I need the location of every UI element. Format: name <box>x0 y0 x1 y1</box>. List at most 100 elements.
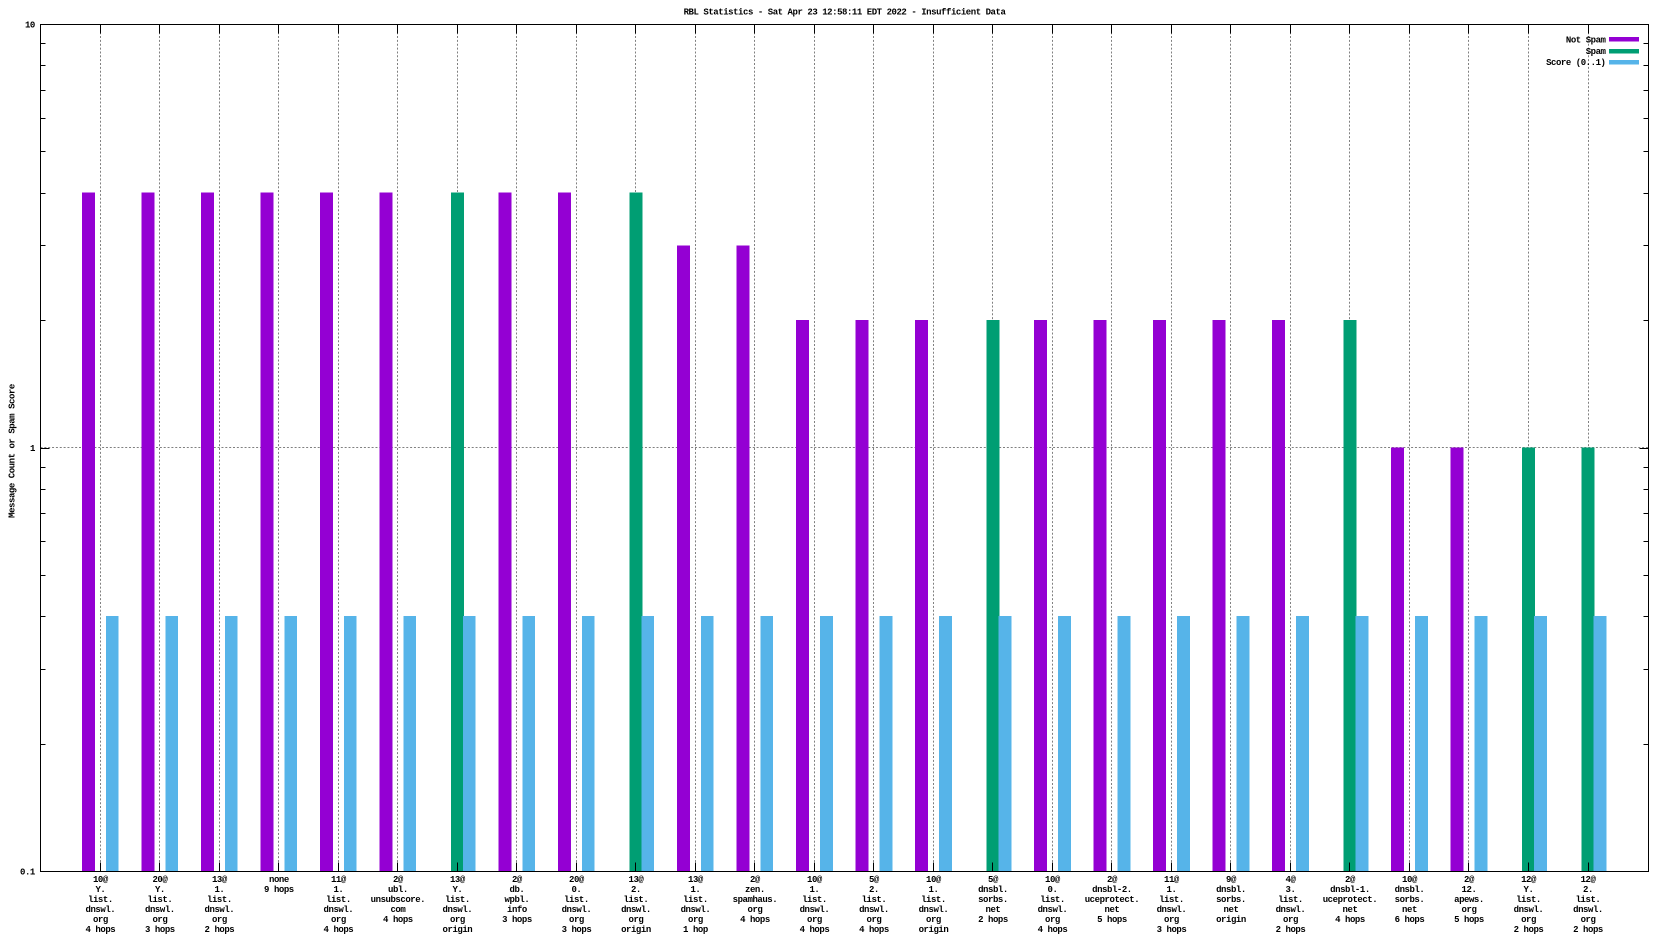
svg-text:list.: list. <box>1159 895 1184 905</box>
svg-text:10@: 10@ <box>1045 875 1061 885</box>
svg-text:sorbs.: sorbs. <box>1395 895 1425 905</box>
svg-text:3 hops: 3 hops <box>1157 925 1187 935</box>
svg-text:org: org <box>748 905 763 915</box>
svg-text:Y.: Y. <box>155 885 165 895</box>
svg-text:origin: origin <box>919 925 949 935</box>
svg-text:net: net <box>1402 905 1417 915</box>
svg-text:zen.: zen. <box>745 885 765 895</box>
svg-text:org: org <box>1164 915 1179 925</box>
svg-text:apews.: apews. <box>1454 895 1484 905</box>
svg-text:spamhaus.: spamhaus. <box>733 895 778 905</box>
svg-text:dnswl.: dnswl. <box>205 905 235 915</box>
svg-text:5 hops: 5 hops <box>1454 915 1484 925</box>
svg-text:5@: 5@ <box>869 875 880 885</box>
svg-text:20@: 20@ <box>152 875 168 885</box>
svg-text:list.: list. <box>148 895 173 905</box>
svg-text:org: org <box>569 915 584 925</box>
svg-text:sorbs.: sorbs. <box>978 895 1008 905</box>
svg-text:org: org <box>1521 915 1536 925</box>
svg-text:dnswl.: dnswl. <box>800 905 830 915</box>
svg-text:4 hops: 4 hops <box>324 925 354 935</box>
svg-text:dnswl.: dnswl. <box>443 905 473 915</box>
svg-text:org: org <box>867 915 882 925</box>
svg-text:dnsbl.: dnsbl. <box>1216 885 1246 895</box>
svg-text:3.: 3. <box>1286 885 1296 895</box>
svg-text:1.: 1. <box>809 885 819 895</box>
svg-text:4@: 4@ <box>1286 875 1297 885</box>
svg-text:dnswl.: dnswl. <box>919 905 949 915</box>
svg-text:12@: 12@ <box>1521 875 1537 885</box>
svg-text:Spam: Spam <box>1586 47 1607 57</box>
svg-text:Message Count or Spam Score: Message Count or Spam Score <box>8 384 18 518</box>
svg-text:13@: 13@ <box>450 875 466 885</box>
svg-text:dnsbl.: dnsbl. <box>1395 885 1425 895</box>
svg-text:RBL Statistics - Sat Apr 23 12: RBL Statistics - Sat Apr 23 12:58:11 EDT… <box>684 8 1007 18</box>
svg-text:org: org <box>93 915 108 925</box>
svg-text:net: net <box>986 905 1001 915</box>
svg-text:1.: 1. <box>214 885 224 895</box>
svg-text:dnswl.: dnswl. <box>1573 905 1603 915</box>
svg-text:origin: origin <box>443 925 473 935</box>
svg-text:dnsbl.: dnsbl. <box>978 885 1008 895</box>
svg-text:origin: origin <box>621 925 651 935</box>
svg-text:list.: list. <box>207 895 232 905</box>
svg-text:org: org <box>1581 915 1596 925</box>
svg-text:net: net <box>1105 905 1120 915</box>
svg-text:Not Spam: Not Spam <box>1566 36 1607 46</box>
svg-text:Y.: Y. <box>1524 885 1534 895</box>
svg-text:2 hops: 2 hops <box>978 915 1008 925</box>
svg-text:dnswl.: dnswl. <box>1276 905 1306 915</box>
svg-text:org: org <box>1045 915 1060 925</box>
svg-text:2@: 2@ <box>1345 875 1356 885</box>
svg-text:list.: list. <box>1278 895 1303 905</box>
svg-text:net: net <box>1224 905 1239 915</box>
svg-text:com: com <box>390 905 406 915</box>
svg-text:Score (0..1): Score (0..1) <box>1546 58 1605 68</box>
svg-text:13@: 13@ <box>212 875 228 885</box>
svg-text:20@: 20@ <box>569 875 585 885</box>
svg-text:dnswl.: dnswl. <box>859 905 889 915</box>
svg-text:dnswl.: dnswl. <box>562 905 592 915</box>
svg-text:4 hops: 4 hops <box>859 925 889 935</box>
svg-text:org: org <box>152 915 167 925</box>
svg-text:none: none <box>269 875 289 885</box>
svg-text:2@: 2@ <box>750 875 761 885</box>
svg-text:info: info <box>507 905 527 915</box>
svg-text:dnswl.: dnswl. <box>621 905 651 915</box>
svg-text:13@: 13@ <box>688 875 704 885</box>
svg-text:list.: list. <box>683 895 708 905</box>
svg-text:org: org <box>331 915 346 925</box>
svg-text:org: org <box>926 915 941 925</box>
svg-text:10: 10 <box>25 21 35 31</box>
svg-text:list.: list. <box>862 895 887 905</box>
svg-text:3 hops: 3 hops <box>502 915 532 925</box>
svg-text:uceprotect.: uceprotect. <box>1085 895 1139 905</box>
svg-text:org: org <box>1462 905 1477 915</box>
svg-text:12@: 12@ <box>1581 875 1597 885</box>
svg-text:net: net <box>1343 905 1358 915</box>
svg-text:0.: 0. <box>1048 885 1058 895</box>
svg-text:org: org <box>212 915 227 925</box>
svg-text:4 hops: 4 hops <box>740 915 770 925</box>
svg-text:2@: 2@ <box>393 875 404 885</box>
svg-text:list.: list. <box>802 895 827 905</box>
svg-text:org: org <box>629 915 644 925</box>
svg-text:4 hops: 4 hops <box>1335 915 1365 925</box>
svg-text:1.: 1. <box>690 885 700 895</box>
svg-text:dnswl.: dnswl. <box>1038 905 1068 915</box>
svg-text:2 hops: 2 hops <box>205 925 235 935</box>
svg-text:2@: 2@ <box>1107 875 1118 885</box>
svg-text:1.: 1. <box>929 885 939 895</box>
svg-text:org: org <box>807 915 822 925</box>
svg-text:dnswl.: dnswl. <box>681 905 711 915</box>
svg-text:13@: 13@ <box>629 875 645 885</box>
svg-text:5 hops: 5 hops <box>1097 915 1127 925</box>
svg-text:4 hops: 4 hops <box>800 925 830 935</box>
svg-text:Y.: Y. <box>95 885 105 895</box>
svg-text:org: org <box>450 915 465 925</box>
svg-text:db.: db. <box>510 885 525 895</box>
svg-text:1: 1 <box>30 444 36 454</box>
svg-text:1 hop: 1 hop <box>683 925 708 935</box>
svg-text:2.: 2. <box>631 885 641 895</box>
svg-text:list.: list. <box>1576 895 1601 905</box>
